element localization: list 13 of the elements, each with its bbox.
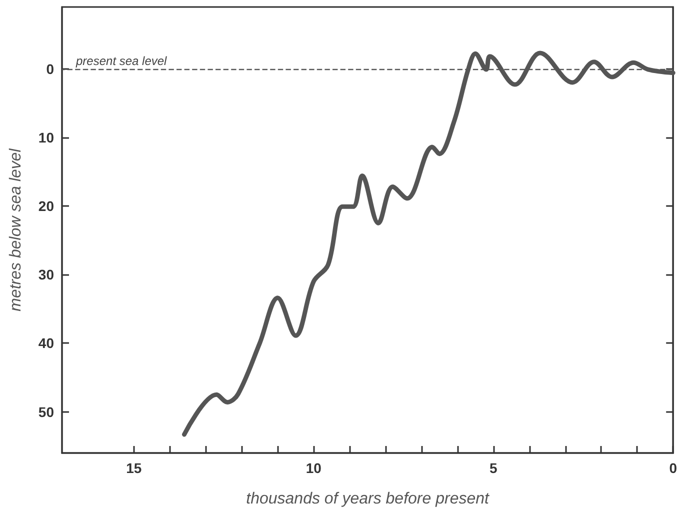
y-tick-label: 40 bbox=[38, 335, 54, 352]
y-tick-label: 50 bbox=[38, 404, 54, 420]
ref-line-label: present sea level bbox=[75, 54, 168, 68]
y-tick-label: 20 bbox=[38, 198, 54, 214]
y-tick-label: 10 bbox=[38, 129, 54, 146]
x-tick-label: 0 bbox=[669, 460, 678, 476]
x-tick-label: 5 bbox=[489, 460, 498, 476]
y-tick-label: 30 bbox=[38, 266, 54, 283]
x-tick-label: 10 bbox=[306, 460, 322, 476]
x-axis-title: thousands of years before present bbox=[246, 490, 490, 508]
y-tick-label: 0 bbox=[46, 60, 54, 77]
y-axis-title: metres below sea level bbox=[8, 148, 24, 312]
x-tick-label: 15 bbox=[126, 460, 142, 476]
